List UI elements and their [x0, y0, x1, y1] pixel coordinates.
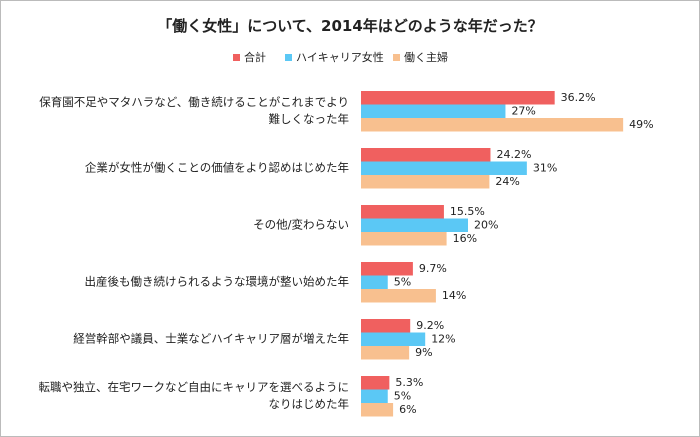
- chart-title: 「働く女性」について、2014年はどのような年だった？: [157, 17, 543, 35]
- value-label: 24%: [495, 175, 519, 188]
- category-label: 保育園不足やマタハラなど、働き続けることがこれまでより 難しくなった年: [39, 95, 349, 127]
- bar: [361, 376, 390, 390]
- bar: [361, 118, 624, 132]
- value-label: 9%: [415, 346, 432, 359]
- value-label: 36.2%: [561, 91, 596, 104]
- category-label: 企業が女性が働くことの価値をより認めはじめた年: [84, 160, 349, 175]
- bar: [361, 104, 506, 118]
- category-label: 経営幹部や議員、士業などハイキャリア層が増えた年: [73, 331, 349, 346]
- bar: [361, 346, 410, 360]
- value-label: 27%: [511, 104, 535, 117]
- value-label: 6%: [399, 403, 416, 416]
- bar: [361, 161, 527, 175]
- value-label: 31%: [533, 161, 557, 174]
- legend-swatch: [393, 54, 400, 61]
- category-label: その他/変わらない: [253, 217, 349, 232]
- bar: [361, 262, 413, 276]
- value-label: 14%: [442, 289, 466, 302]
- legend-label: 合計: [244, 50, 266, 64]
- value-label: 20%: [474, 218, 498, 231]
- bar: [361, 332, 426, 346]
- value-label: 12%: [431, 332, 455, 345]
- bar: [361, 319, 411, 333]
- value-label: 15.5%: [450, 205, 485, 218]
- bar: [361, 289, 436, 303]
- bar: [361, 148, 491, 162]
- value-label: 16%: [453, 232, 477, 245]
- value-label: 9.2%: [416, 319, 444, 332]
- value-label: 9.7%: [419, 262, 447, 275]
- bar: [361, 218, 468, 232]
- bar: [361, 232, 447, 246]
- bar: [361, 205, 444, 219]
- value-label: 5.3%: [395, 376, 423, 389]
- bar: [361, 275, 388, 289]
- value-label: 24.2%: [496, 148, 531, 161]
- value-label: 5%: [394, 389, 411, 402]
- category-label: 出産後も働き続けられるような環境が整い始めた年: [84, 274, 350, 289]
- bar: [361, 403, 394, 417]
- legend-swatch: [233, 54, 240, 61]
- category-label: 転職や独立、在宅ワークなど自由にキャリアを選べるように なりはじめた年: [38, 380, 350, 412]
- legend-label: 働く主婦: [404, 50, 448, 64]
- legend-label: ハイキャリア女性: [296, 50, 384, 64]
- bar: [361, 389, 388, 403]
- bar: [361, 91, 555, 105]
- bar: [361, 175, 490, 189]
- value-label: 5%: [394, 275, 411, 288]
- legend-swatch: [285, 54, 292, 61]
- value-label: 49%: [629, 118, 653, 131]
